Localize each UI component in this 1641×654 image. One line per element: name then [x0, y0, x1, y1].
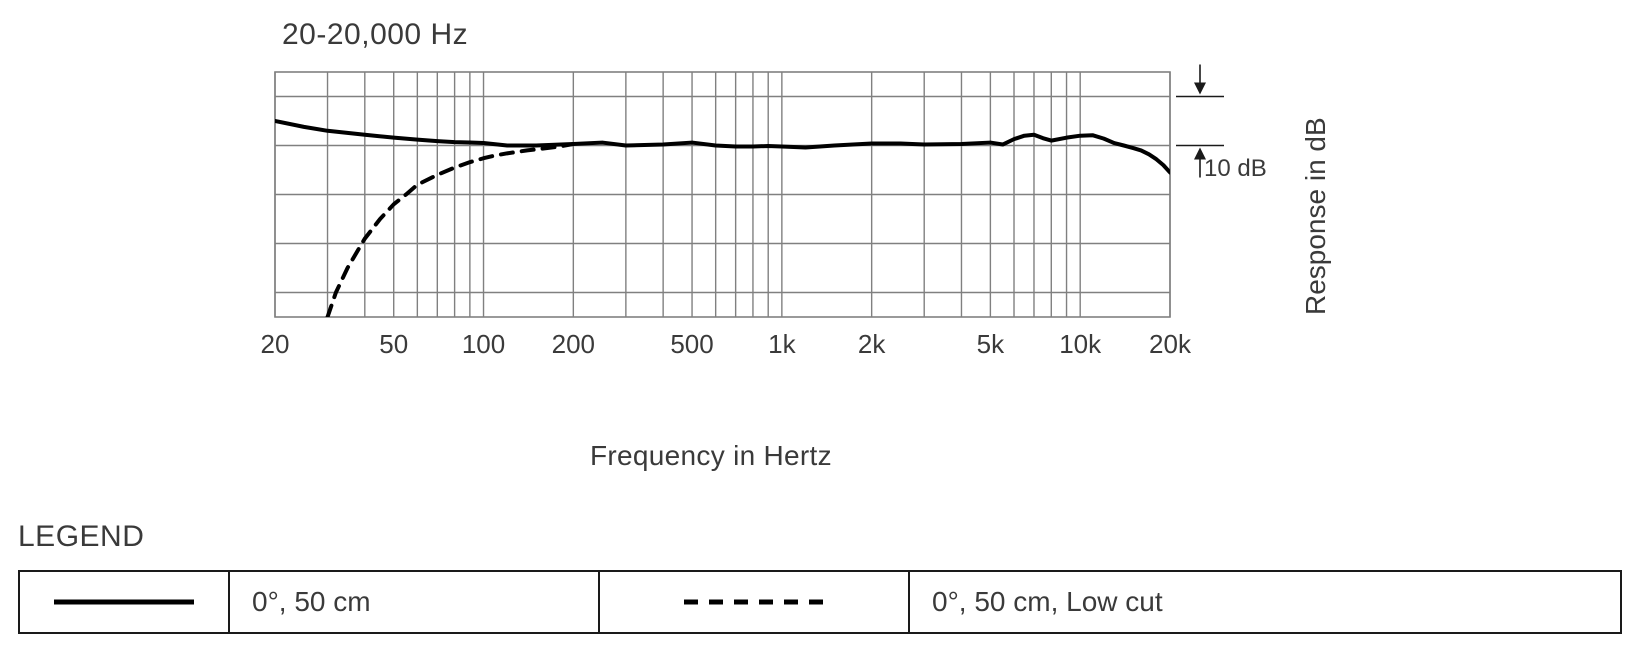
x-tick-label: 500 — [670, 329, 713, 360]
x-tick-label: 10k — [1059, 329, 1101, 360]
figure-root: 20-20,000 Hz 20501002005001k2k5k10k20k 1… — [0, 0, 1641, 654]
x-tick-label: 20 — [261, 329, 290, 360]
x-tick-label: 200 — [552, 329, 595, 360]
x-tick-label: 20k — [1149, 329, 1191, 360]
y-axis-label: Response in dB — [1300, 117, 1332, 315]
legend-swatch-solid — [20, 572, 230, 632]
x-tick-label: 2k — [858, 329, 885, 360]
x-axis-label: Frequency in Hertz — [590, 440, 832, 472]
series-solid — [275, 121, 1170, 172]
db-span-label: 10 dB — [1204, 155, 1267, 183]
legend-table: 0°, 50 cm 0°, 50 cm, Low cut — [18, 570, 1622, 634]
legend-label: 0°, 50 cm, Low cut — [910, 572, 1620, 632]
x-tick-label: 5k — [977, 329, 1004, 360]
x-tick-label: 100 — [462, 329, 505, 360]
legend-swatch-dashed — [600, 572, 910, 632]
x-tick-label: 50 — [379, 329, 408, 360]
x-tick-label: 1k — [768, 329, 795, 360]
frequency-response-chart — [0, 0, 1641, 470]
legend-title: LEGEND — [18, 520, 144, 554]
legend-label: 0°, 50 cm — [230, 572, 600, 632]
